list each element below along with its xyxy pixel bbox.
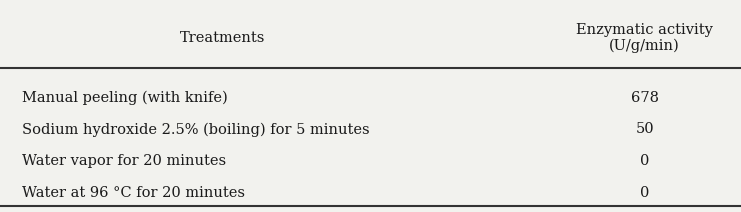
Text: Water vapor for 20 minutes: Water vapor for 20 minutes	[22, 154, 226, 168]
Text: 0: 0	[640, 154, 649, 168]
Text: 50: 50	[635, 122, 654, 136]
Text: Manual peeling (with knife): Manual peeling (with knife)	[22, 90, 228, 105]
Text: Sodium hydroxide 2.5% (boiling) for 5 minutes: Sodium hydroxide 2.5% (boiling) for 5 mi…	[22, 122, 370, 137]
Text: Enzymatic activity
(U/g/min): Enzymatic activity (U/g/min)	[576, 23, 713, 53]
Text: 0: 0	[640, 186, 649, 200]
Text: Water at 96 °C for 20 minutes: Water at 96 °C for 20 minutes	[22, 186, 245, 200]
Text: Treatments: Treatments	[179, 31, 265, 45]
Text: 678: 678	[631, 91, 659, 105]
